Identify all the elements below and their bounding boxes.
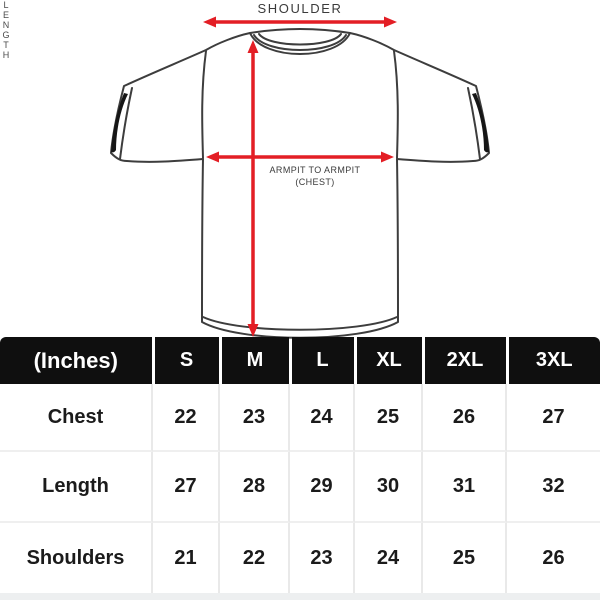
chest-m-value: 23 bbox=[220, 384, 290, 452]
chest-arrowhead-left bbox=[206, 151, 219, 163]
right-armhole-seam bbox=[393, 50, 399, 159]
header-cell-3xl: 3XL bbox=[508, 337, 600, 384]
header-cell-2xl: 2XL bbox=[424, 337, 506, 384]
header-cell-l: L bbox=[291, 337, 354, 384]
length-2xl-value: 31 bbox=[423, 452, 507, 523]
length-s-value: 27 bbox=[153, 452, 220, 523]
header-cell-m: M bbox=[221, 337, 289, 384]
right-cuff-shadow bbox=[472, 93, 489, 153]
row-label-chest: Chest bbox=[0, 384, 153, 452]
header-cell-xl: XL bbox=[356, 337, 422, 384]
length-letter: E bbox=[2, 10, 9, 20]
length-letter: G bbox=[2, 30, 10, 40]
shoulder-arrowhead-right bbox=[384, 16, 397, 28]
chest-xl-value: 25 bbox=[355, 384, 423, 452]
armpit-label-line1: ARMPIT TO ARMPIT bbox=[269, 165, 361, 175]
shoulders-m-value: 22 bbox=[220, 523, 290, 593]
size-table: (Inches) S M L XL 2XL 3XL Chest 22 23 24… bbox=[0, 337, 600, 593]
collar-band-curve bbox=[253, 34, 347, 51]
left-armhole-seam bbox=[201, 50, 207, 159]
header-cell-inches: (Inches) bbox=[0, 337, 152, 384]
length-arrowhead-top bbox=[247, 40, 259, 53]
armpit-label-line2: (CHEST) bbox=[295, 177, 335, 187]
shoulders-3xl-value: 26 bbox=[507, 523, 600, 593]
length-arrowhead-bottom bbox=[247, 324, 259, 337]
shoulders-xl-value: 24 bbox=[355, 523, 423, 593]
header-cell-s: S bbox=[154, 337, 219, 384]
chest-arrowhead-right bbox=[381, 151, 394, 163]
length-letter: N bbox=[2, 20, 10, 30]
collar-inner-curve bbox=[258, 33, 342, 46]
shoulders-2xl-value: 25 bbox=[423, 523, 507, 593]
chest-l-value: 24 bbox=[290, 384, 355, 452]
measure-arrows bbox=[203, 16, 397, 337]
length-3xl-value: 32 bbox=[507, 452, 600, 523]
left-cuff-shadow bbox=[111, 93, 128, 153]
chest-3xl-value: 27 bbox=[507, 384, 600, 452]
shoulders-s-value: 21 bbox=[153, 523, 220, 593]
shoulders-l-value: 23 bbox=[290, 523, 355, 593]
length-l-value: 29 bbox=[290, 452, 355, 523]
tshirt-diagram bbox=[110, 16, 490, 339]
armpit-to-armpit-label: ARMPIT TO ARMPIT (CHEST) bbox=[230, 164, 400, 188]
hem-line bbox=[202, 316, 398, 331]
collar-outer-curve bbox=[249, 32, 351, 55]
chest-s-value: 22 bbox=[153, 384, 220, 452]
row-label-length: Length bbox=[0, 452, 153, 523]
right-cuff-line bbox=[467, 87, 481, 160]
length-xl-value: 30 bbox=[355, 452, 423, 523]
left-cuff-line bbox=[119, 87, 133, 160]
length-label: L E N G T H bbox=[0, 0, 12, 60]
row-label-shoulders: Shoulders bbox=[0, 523, 153, 593]
length-letter: H bbox=[2, 50, 10, 60]
shoulder-arrowhead-left bbox=[203, 16, 216, 28]
shoulder-label: SHOULDER bbox=[257, 1, 343, 16]
length-m-value: 28 bbox=[220, 452, 290, 523]
length-letter: T bbox=[3, 40, 9, 50]
length-letter: L bbox=[3, 0, 9, 10]
chest-2xl-value: 26 bbox=[423, 384, 507, 452]
page-background-strip bbox=[0, 593, 600, 600]
